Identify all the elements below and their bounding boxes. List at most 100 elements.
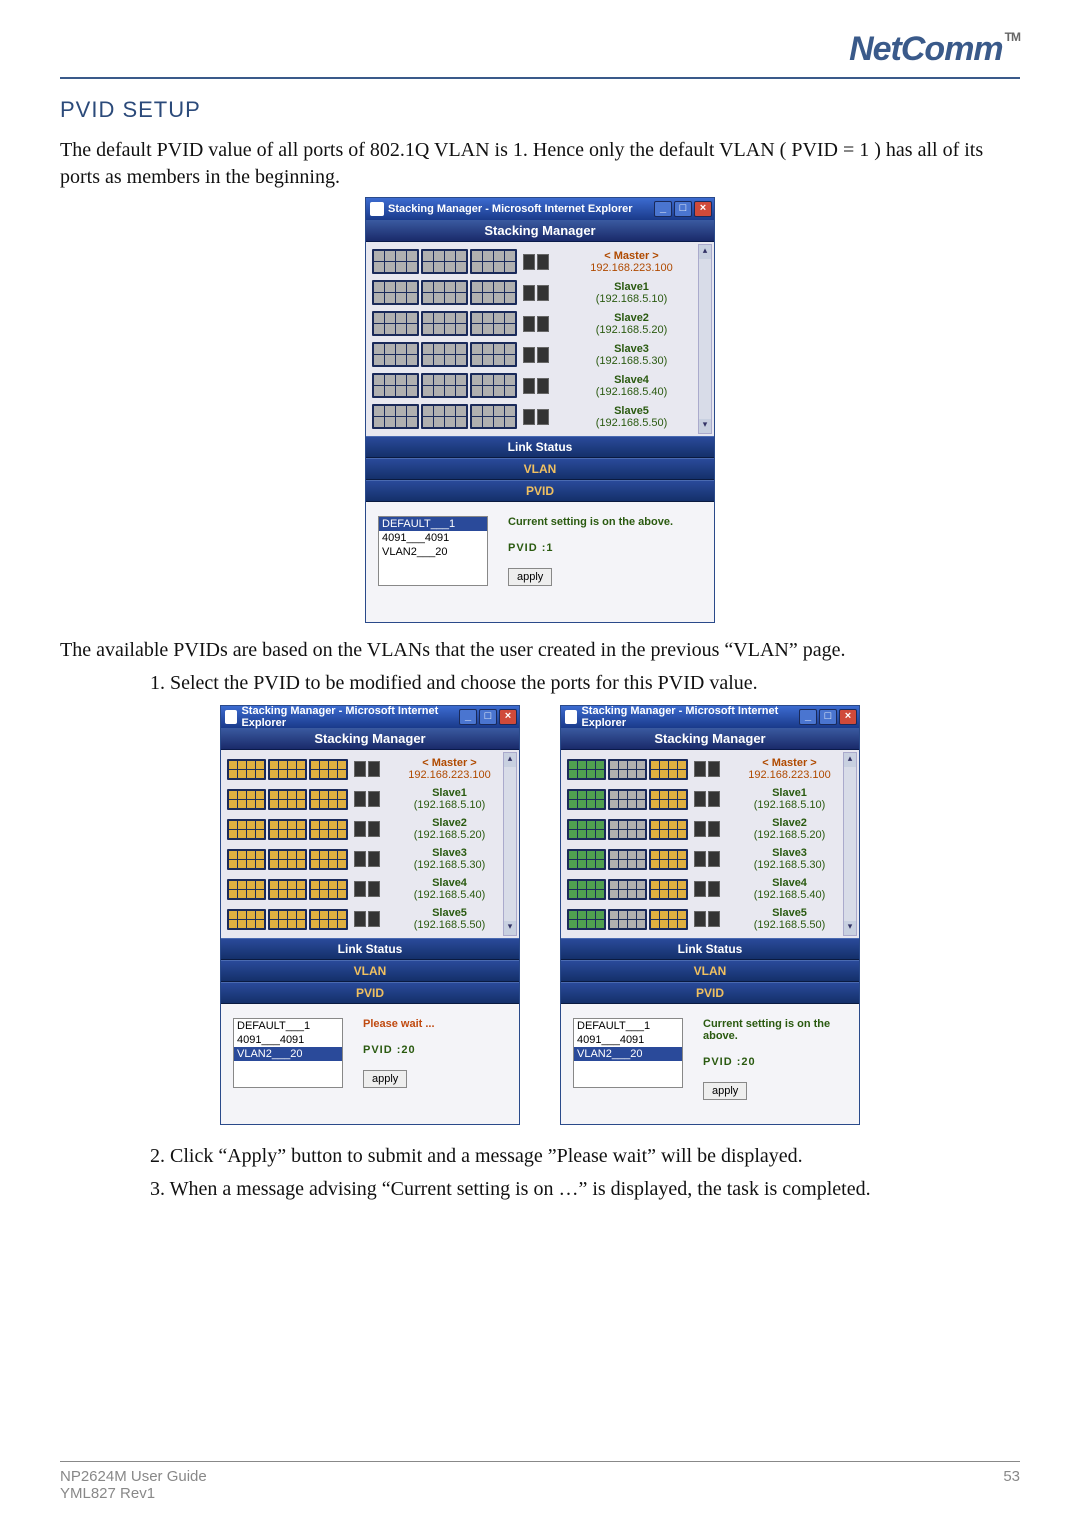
- pvid-list-row[interactable]: VLAN2___20: [379, 545, 487, 559]
- device-row[interactable]: Slave4(192.168.5.40): [225, 874, 515, 904]
- nav-vlan[interactable]: VLAN: [561, 960, 859, 982]
- brand-logo: NetCommTM: [849, 30, 1020, 69]
- pvid-list[interactable]: DEFAULT___14091___4091VLAN2___20: [233, 1018, 343, 1088]
- device-list: < Master >192.168.223.100Slave1(192.168.…: [565, 754, 855, 934]
- screenshot-1-wrap: Stacking Manager - Microsoft Internet Ex…: [60, 197, 1020, 623]
- ie-window-2: Stacking Manager - Microsoft Internet Ex…: [220, 705, 520, 1125]
- nav-vlan[interactable]: VLAN: [221, 960, 519, 982]
- device-row[interactable]: Slave5(192.168.5.50): [565, 904, 855, 934]
- nav-vlan[interactable]: VLAN: [366, 458, 714, 480]
- titlebar-text: Stacking Manager - Microsoft Internet Ex…: [241, 705, 459, 729]
- device-row[interactable]: Slave3(192.168.5.30): [370, 339, 710, 370]
- device-label: Slave5(192.168.5.50): [555, 405, 708, 429]
- pvid-list-row[interactable]: 4091___4091: [574, 1033, 682, 1047]
- device-row[interactable]: Slave1(192.168.5.10): [225, 784, 515, 814]
- device-row[interactable]: < Master >192.168.223.100: [565, 754, 855, 784]
- section-title: PVID SETUP: [60, 97, 1020, 123]
- nav-pvid[interactable]: PVID: [561, 982, 859, 1004]
- device-label-master: < Master >192.168.223.100: [555, 250, 708, 274]
- device-label: Slave4(192.168.5.40): [386, 877, 513, 901]
- device-list: < Master >192.168.223.100 Slave1(192.168.…: [370, 246, 710, 432]
- step-1: 1. Select the PVID to be modified and ch…: [150, 672, 1020, 695]
- device-row[interactable]: Slave5(192.168.5.50): [370, 401, 710, 432]
- device-label: Slave2(192.168.5.20): [386, 817, 513, 841]
- footer-rev: YML827 Rev1: [60, 1485, 207, 1502]
- stack-area: ▴▾ < Master >192.168.223.100 Slave1(192.1…: [366, 242, 714, 436]
- stack-area: ▴▾ < Master >192.168.223.100 Slave1(192.1…: [221, 750, 519, 938]
- stack-area: ▴▾ < Master >192.168.223.100Slave1(192.1…: [561, 750, 859, 938]
- device-label: Slave1(192.168.5.10): [386, 787, 513, 811]
- footer-left: NP2624M User Guide YML827 Rev1: [60, 1468, 207, 1502]
- device-row[interactable]: < Master >192.168.223.100: [370, 246, 710, 277]
- apply-button[interactable]: apply: [703, 1082, 747, 1100]
- window-buttons: _ □ ×: [459, 709, 517, 725]
- pvid-list[interactable]: DEFAULT___14091___4091VLAN2___20: [378, 516, 488, 586]
- screenshot-row: Stacking Manager - Microsoft Internet Ex…: [60, 705, 1020, 1125]
- titlebar: Stacking Manager - Microsoft Internet Ex…: [561, 706, 859, 728]
- pvid-right: Please wait ... PVID :20 apply: [363, 1018, 507, 1106]
- device-row[interactable]: Slave4(192.168.5.40): [370, 370, 710, 401]
- pvid-list-row[interactable]: 4091___4091: [379, 531, 487, 545]
- nav-pvid[interactable]: PVID: [221, 982, 519, 1004]
- nav-link-status[interactable]: Link Status: [221, 938, 519, 960]
- apply-button[interactable]: apply: [363, 1070, 407, 1088]
- apply-button[interactable]: apply: [508, 568, 552, 586]
- minimize-button[interactable]: _: [654, 201, 672, 217]
- device-row[interactable]: Slave2(192.168.5.20): [370, 308, 710, 339]
- scrollbar[interactable]: ▴▾: [503, 752, 517, 936]
- close-button[interactable]: ×: [694, 201, 712, 217]
- app-header: Stacking Manager: [366, 220, 714, 242]
- logo-row: NetCommTM: [60, 30, 1020, 79]
- titlebar-text: Stacking Manager - Microsoft Internet Ex…: [581, 705, 799, 729]
- nav-pvid[interactable]: PVID: [366, 480, 714, 502]
- pvid-list-row[interactable]: VLAN2___20: [574, 1047, 682, 1061]
- minimize-button[interactable]: _: [799, 709, 817, 725]
- pvid-right: Current setting is on the above. PVID :1…: [508, 516, 702, 604]
- step-2: 2. Click “Apply” button to submit and a …: [150, 1145, 1020, 1168]
- close-button[interactable]: ×: [499, 709, 517, 725]
- pvid-status: Current setting is on the above.: [703, 1018, 847, 1042]
- device-row[interactable]: Slave2(192.168.5.20): [225, 814, 515, 844]
- nav-link-status[interactable]: Link Status: [561, 938, 859, 960]
- device-row[interactable]: Slave3(192.168.5.30): [225, 844, 515, 874]
- maximize-button[interactable]: □: [674, 201, 692, 217]
- device-row[interactable]: < Master >192.168.223.100: [225, 754, 515, 784]
- device-label: Slave2(192.168.5.20): [726, 817, 853, 841]
- pvid-list-row[interactable]: DEFAULT___1: [574, 1019, 682, 1033]
- close-button[interactable]: ×: [839, 709, 857, 725]
- maximize-button[interactable]: □: [479, 709, 497, 725]
- device-row[interactable]: Slave1(192.168.5.10): [370, 277, 710, 308]
- device-row[interactable]: Slave5(192.168.5.50): [225, 904, 515, 934]
- ie-window-3: Stacking Manager - Microsoft Internet Ex…: [560, 705, 860, 1125]
- pvid-list[interactable]: DEFAULT___14091___4091VLAN2___20: [573, 1018, 683, 1088]
- maximize-button[interactable]: □: [819, 709, 837, 725]
- pvid-status: Current setting is on the above.: [508, 516, 702, 528]
- device-label: Slave1(192.168.5.10): [555, 281, 708, 305]
- device-label: Slave5(192.168.5.50): [726, 907, 853, 931]
- scrollbar[interactable]: ▴▾: [698, 244, 712, 434]
- device-row[interactable]: Slave4(192.168.5.40): [565, 874, 855, 904]
- pvid-list-row[interactable]: 4091___4091: [234, 1033, 342, 1047]
- intro-text: The default PVID value of all ports of 8…: [60, 137, 1020, 191]
- scrollbar[interactable]: ▴▾: [843, 752, 857, 936]
- device-row[interactable]: Slave3(192.168.5.30): [565, 844, 855, 874]
- pvid-status: Please wait ...: [363, 1018, 507, 1030]
- ie-icon: [225, 710, 237, 724]
- pvid-panel: DEFAULT___14091___4091VLAN2___20 Please …: [221, 1004, 519, 1124]
- pvid-list-row[interactable]: DEFAULT___1: [379, 517, 487, 531]
- device-row[interactable]: Slave1(192.168.5.10): [565, 784, 855, 814]
- ie-icon: [565, 710, 577, 724]
- brand-tm: TM: [1005, 30, 1020, 44]
- titlebar: Stacking Manager - Microsoft Internet Ex…: [366, 198, 714, 220]
- minimize-button[interactable]: _: [459, 709, 477, 725]
- pvid-list-row[interactable]: VLAN2___20: [234, 1047, 342, 1061]
- device-row[interactable]: Slave2(192.168.5.20): [565, 814, 855, 844]
- device-label: Slave2(192.168.5.20): [555, 312, 708, 336]
- nav-link-status[interactable]: Link Status: [366, 436, 714, 458]
- device-label: Slave3(192.168.5.30): [386, 847, 513, 871]
- device-label: Slave4(192.168.5.40): [555, 374, 708, 398]
- app-header: Stacking Manager: [221, 728, 519, 750]
- brand-name: NetComm: [849, 30, 1003, 68]
- pvid-list-row[interactable]: DEFAULT___1: [234, 1019, 342, 1033]
- pvid-panel: DEFAULT___14091___4091VLAN2___20 Current…: [561, 1004, 859, 1124]
